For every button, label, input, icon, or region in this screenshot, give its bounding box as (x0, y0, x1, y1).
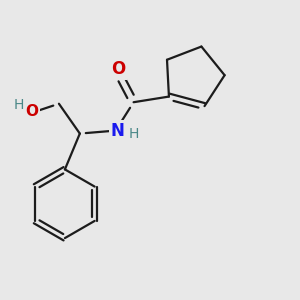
Text: O: O (112, 60, 126, 78)
Text: O: O (26, 104, 38, 119)
Text: H: H (128, 127, 139, 141)
Text: H: H (14, 98, 24, 112)
Text: N: N (110, 122, 124, 140)
